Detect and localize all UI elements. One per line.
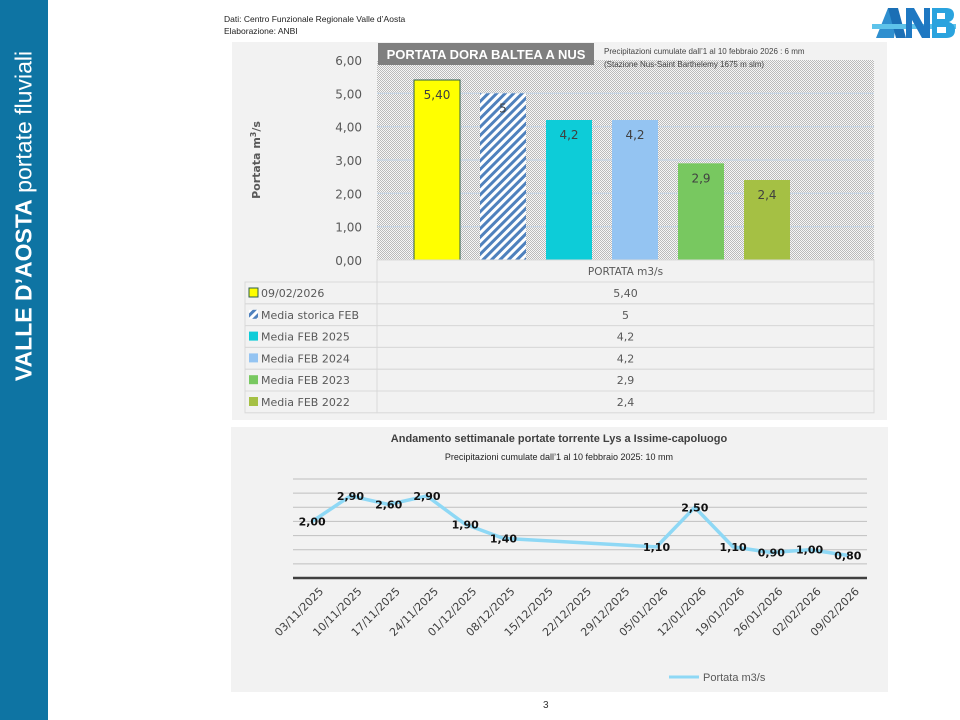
y-axis-label: Portata m3/s [249, 121, 263, 199]
y-tick-label: 4,00 [335, 121, 362, 135]
series-name: Media FEB 2023 [261, 374, 350, 387]
data-label: 2,00 [299, 515, 326, 528]
data-sources: Dati: Centro Funzionale Regionale Valle … [224, 13, 405, 37]
data-label: 1,90 [452, 518, 479, 531]
data-label: 1,10 [719, 541, 746, 554]
series-name: Media FEB 2025 [261, 331, 350, 344]
logo-b-hole-bottom [937, 27, 946, 33]
data-label: 2,60 [375, 498, 402, 511]
data-label: 1,00 [796, 544, 823, 557]
table-header: PORTATA m3/s [588, 266, 663, 278]
logo-b [932, 8, 955, 38]
logo-band [872, 24, 956, 29]
legend-swatch [249, 309, 258, 319]
data-label: 0,80 [834, 549, 861, 562]
series-value: 5,40 [613, 287, 638, 300]
anbi-logo [872, 8, 956, 38]
series-line [311, 494, 849, 558]
bar-value-label: 5 [499, 101, 507, 115]
data-label: 1,10 [643, 541, 670, 554]
table-cell [376, 390, 875, 414]
data-label: 2,50 [681, 501, 708, 514]
series-value: 2,9 [617, 374, 635, 387]
series-name: Media storica FEB [261, 309, 359, 322]
bar-chart-panel: 0,00 1,00 2,00 3,00 4,00 5,00 6,00 5,40 5 4,2 4,2… [232, 42, 887, 420]
precipitation-note: Precipitazioni cumulate dall’1 al 10 feb… [604, 47, 805, 56]
line-chart-subtitle: Precipitazioni cumulate dall’1 al 10 feb… [445, 452, 673, 462]
bar-media-feb-2025 [546, 120, 592, 260]
bar-value-label: 2,9 [691, 171, 710, 185]
table-row: Media storica FEB 5 [244, 303, 875, 327]
bar-chart: 0,00 1,00 2,00 3,00 4,00 5,00 6,00 5,40 5 4,2 4,2… [244, 43, 875, 414]
sidebar-title: VALLE D’AOSTA portate fluviali [11, 51, 38, 381]
logo-a-right [888, 8, 906, 38]
chart-title: PORTATA DORA BALTEA A NUS [387, 47, 586, 62]
y-tick-label: 5,00 [335, 87, 362, 101]
line-chart-panel: Andamento settimanale portate torrente L… [231, 427, 888, 692]
legend-swatch [249, 331, 258, 341]
table-row: Media FEB 2023 2,9 [244, 368, 875, 392]
legend-swatch [249, 353, 258, 363]
line-chart-title: Andamento settimanale portate torrente L… [391, 433, 728, 445]
table-row: Media FEB 2024 4,2 [244, 346, 875, 370]
data-label: 2,90 [413, 490, 440, 503]
page-number: 3 [543, 700, 549, 711]
line-chart: Andamento settimanale portate torrente L… [272, 433, 867, 684]
bar-media-feb-2022 [744, 180, 790, 260]
table-row: Media FEB 2025 4,2 [244, 325, 875, 348]
legend-swatch [248, 287, 259, 298]
table-row: Media FEB 2022 2,4 [244, 390, 875, 414]
series-name: Media FEB 2024 [261, 352, 350, 365]
y-tick-label: 1,00 [335, 221, 362, 235]
logo-b-hole-top [937, 13, 945, 19]
elaboration-line: Elaborazione: ANBI [224, 26, 298, 36]
logo-n [906, 8, 930, 38]
series-value: 4,2 [617, 331, 635, 344]
bar-09-02-2026 [413, 79, 461, 261]
station-note: (Stazione Nus-Saint Barthelemy 1675 m sl… [604, 60, 764, 69]
series-value: 4,2 [617, 352, 635, 365]
bar-value-label: 4,2 [559, 128, 578, 142]
sidebar: VALLE D’AOSTA portate fluviali [0, 0, 48, 720]
source-line: Dati: Centro Funzionale Regionale Valle … [224, 14, 406, 24]
series-name: Media FEB 2022 [261, 396, 350, 409]
data-label: 0,90 [758, 547, 785, 560]
legend-swatch [249, 375, 258, 385]
y-tick-label: 2,00 [335, 187, 362, 201]
bar-value-label: 2,4 [757, 188, 776, 202]
section-name: portate fluviali [10, 50, 37, 200]
bar-media-feb-2024 [612, 120, 658, 260]
series-name: 09/02/2026 [261, 287, 324, 300]
bar-media-storica-feb [480, 93, 526, 260]
region-name: VALLE D’AOSTA [10, 199, 37, 382]
series-value: 2,4 [617, 396, 635, 409]
data-label: 2,90 [337, 490, 364, 503]
chart-title-box [378, 43, 594, 65]
series-value: 5 [622, 309, 629, 322]
y-tick-label: 3,00 [335, 154, 362, 168]
bar-value-label: 5,40 [424, 88, 451, 102]
y-tick-label: 6,00 [335, 54, 362, 68]
legend-label: Portata m3/s [703, 672, 766, 684]
bar-value-label: 4,2 [625, 128, 644, 142]
data-label: 1,40 [490, 532, 517, 545]
legend-swatch [249, 397, 258, 406]
y-tick-label: 0,00 [335, 254, 362, 268]
table-row: 09/02/2026 5,40 [244, 281, 875, 305]
bar-media-feb-2023 [678, 163, 724, 260]
